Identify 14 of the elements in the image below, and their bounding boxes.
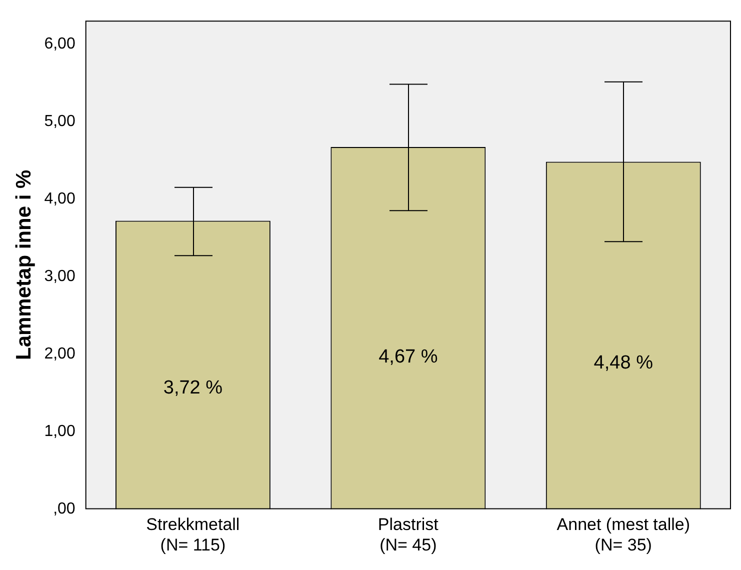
y-tick-label: 1,00 [44, 423, 76, 440]
x-tick-label: Plastrist (N= 45) [378, 515, 439, 554]
y-tick-label: ,00 [53, 500, 76, 518]
data-label: 4,48 % [594, 352, 654, 374]
y-axis-title: Lammetap inne i % [12, 169, 36, 360]
y-tick-label: 3,00 [44, 268, 76, 285]
y-tick-label: 5,00 [44, 112, 76, 130]
x-tick-label: Strekkmetall (N= 115) [146, 515, 240, 554]
y-tick-label: 6,00 [44, 35, 76, 52]
x-tick-label: Annet (mest talle) (N= 35) [556, 515, 690, 554]
data-label: 4,67 % [378, 346, 438, 368]
y-tick-label: 4,00 [44, 190, 76, 208]
y-tick-label: 2,00 [44, 345, 76, 362]
data-label: 3,72 % [163, 377, 223, 398]
